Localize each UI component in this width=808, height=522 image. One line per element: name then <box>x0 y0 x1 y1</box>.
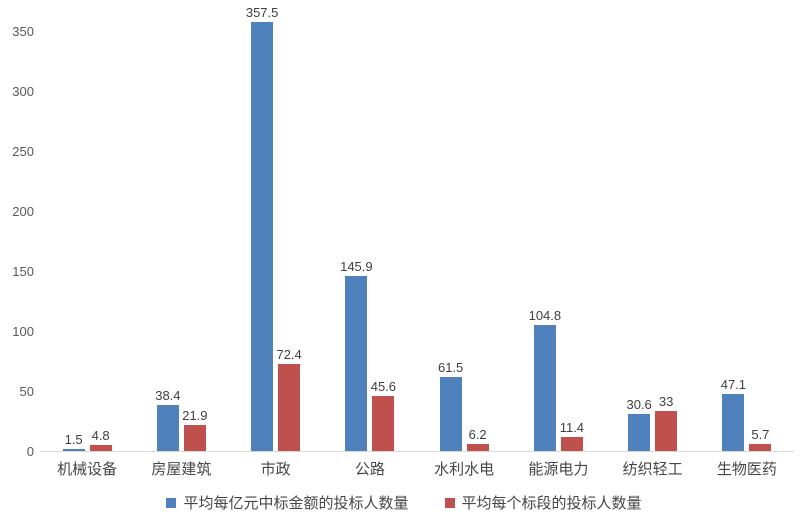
bar-wrap: 61.5 <box>438 360 463 451</box>
bar <box>439 377 462 451</box>
x-axis-category-label: 水利水电 <box>434 461 495 478</box>
bar <box>156 404 179 451</box>
bar-group: 38.4 21.9 <box>134 22 228 451</box>
bar <box>560 437 583 451</box>
bar-value-label: 4.8 <box>91 428 110 444</box>
bar <box>278 364 301 451</box>
y-tick-label: 350 <box>12 24 34 39</box>
bar <box>722 394 745 451</box>
bar-group: 61.5 6.2 <box>417 22 511 451</box>
bar-value-label: 33 <box>658 394 674 410</box>
bar-wrap: 11.4 <box>560 420 584 451</box>
y-axis: 0 50 100 150 200 250 300 350 <box>0 22 34 459</box>
bar-wrap: 6.2 <box>466 427 489 451</box>
legend-label-series2: 平均每个标段的投标人数量 <box>461 495 642 512</box>
y-tick-label: 300 <box>12 84 34 99</box>
bar-value-label: 45.6 <box>370 379 397 395</box>
x-axis-category-label: 生物医药 <box>716 461 777 478</box>
bar <box>533 325 556 451</box>
bar-value-label: 1.5 <box>64 432 83 448</box>
x-axis-line <box>40 451 794 452</box>
plot-area: 1.5 4.8 38.4 21.9 357.5 72.4 145.9 45.6 61.5 6.2 1… <box>40 5 794 452</box>
bar-group: 104.8 11.4 <box>511 22 605 451</box>
bar <box>89 445 112 451</box>
bar-value-label: 38.4 <box>155 387 181 403</box>
bar-value-label: 61.5 <box>437 360 464 376</box>
bar-value-label: 11.4 <box>559 420 585 436</box>
bar <box>345 275 368 451</box>
bar <box>749 444 772 451</box>
y-tick-label: 200 <box>12 204 34 219</box>
x-axis-category-label: 能源电力 <box>528 461 589 478</box>
bar-value-label: 72.4 <box>276 347 302 363</box>
x-axis-category-label: 房屋建筑 <box>151 461 212 478</box>
bar-wrap: 21.9 <box>182 408 208 451</box>
x-axis-category-label: 公路 <box>354 461 385 478</box>
legend-swatch-blue-icon <box>166 497 177 508</box>
y-tick-label: 250 <box>12 144 34 159</box>
bar-wrap: 30.6 <box>626 397 652 451</box>
bar-value-label: 104.8 <box>528 308 562 324</box>
bar-value-label: 6.2 <box>468 426 487 442</box>
bar-wrap: 145.9 <box>340 259 373 451</box>
legend-label-series1: 平均每亿元中标金额的投标人数量 <box>183 495 409 512</box>
bar-value-label: 145.9 <box>340 258 373 274</box>
bar <box>466 443 489 451</box>
bar-wrap: 33 <box>655 394 678 451</box>
y-tick-label: 100 <box>12 324 34 339</box>
x-axis-category-label: 市政 <box>260 461 291 478</box>
legend: 平均每亿元中标金额的投标人数量 平均每个标段的投标人数量 <box>0 492 808 513</box>
bar-value-label: 357.5 <box>245 5 279 20</box>
bar-wrap: 5.7 <box>749 427 772 451</box>
bar-groups: 1.5 4.8 38.4 21.9 357.5 72.4 145.9 45.6 61.5 6.2 1… <box>40 5 794 451</box>
bar <box>183 424 206 451</box>
bar-wrap: 1.5 <box>62 432 85 451</box>
x-axis-category-label: 纺织轻工 <box>622 461 683 478</box>
y-tick-label: 50 <box>19 384 34 399</box>
y-tick-label: 150 <box>12 264 34 279</box>
bar-wrap: 47.1 <box>721 377 746 451</box>
legend-item-series2: 平均每个标段的投标人数量 <box>444 492 642 513</box>
bar-group: 357.5 72.4 <box>229 5 323 451</box>
x-axis-labels: 机械设备 房屋建筑 市政 公路 水利水电 能源电力 纺织轻工 生物医药 <box>40 458 794 479</box>
bar-value-label: 47.1 <box>720 377 747 393</box>
x-axis-category-label: 机械设备 <box>57 461 118 478</box>
legend-swatch-red-icon <box>444 497 455 508</box>
bar-group: 145.9 45.6 <box>323 22 417 451</box>
bar-wrap: 45.6 <box>371 379 396 451</box>
bar-wrap: 104.8 <box>529 308 561 451</box>
bar <box>372 396 395 451</box>
bar-value-label: 5.7 <box>751 427 770 443</box>
bar-group: 30.6 33 <box>606 22 700 451</box>
bar <box>655 411 678 451</box>
bar-value-label: 21.9 <box>182 407 208 423</box>
bar-group: 1.5 4.8 <box>40 22 134 451</box>
bar-value-label: 30.6 <box>626 397 652 413</box>
bar-wrap: 4.8 <box>89 428 112 451</box>
bar-wrap: 72.4 <box>276 347 302 451</box>
bar <box>62 449 85 451</box>
bar-group: 47.1 5.7 <box>700 22 794 451</box>
legend-item-series1: 平均每亿元中标金额的投标人数量 <box>166 492 409 513</box>
bar <box>628 414 651 451</box>
bar <box>251 22 274 451</box>
bar-wrap: 38.4 <box>155 388 181 451</box>
y-tick-label: 0 <box>26 444 34 459</box>
bar-wrap: 357.5 <box>246 5 278 451</box>
